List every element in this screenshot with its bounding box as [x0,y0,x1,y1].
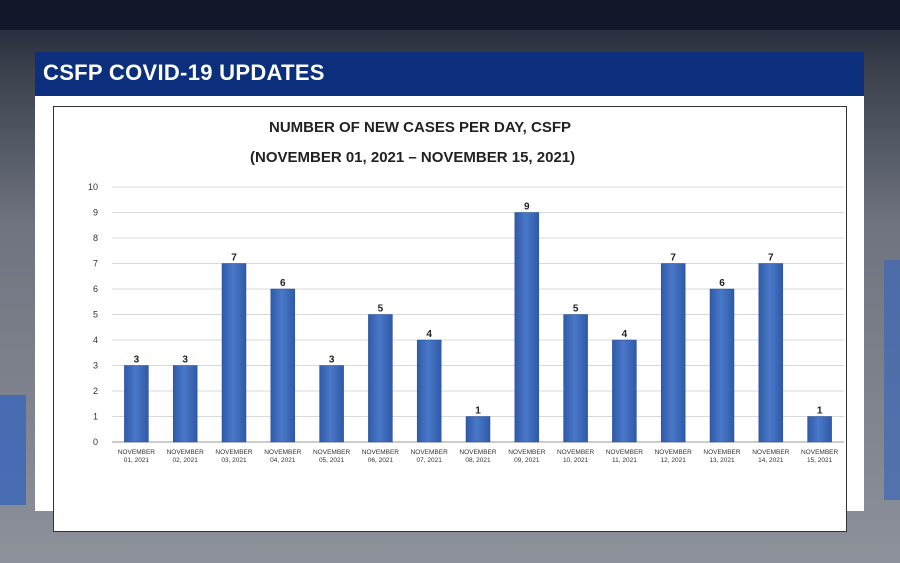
x-tick-label: NOVEMBER [557,449,595,456]
y-tick-label: 6 [93,284,98,294]
y-tick-label: 8 [93,233,98,243]
x-tick-label: NOVEMBER [167,449,205,456]
data-label: 1 [475,406,481,417]
bar [807,416,832,443]
x-tick-label: NOVEMBER [215,449,253,456]
data-label: 6 [280,278,286,289]
bar [319,365,344,443]
bar [172,365,198,443]
x-tick-label: 12, 2021 [661,457,687,464]
data-label: 3 [329,355,335,366]
x-tick-label: NOVEMBER [655,449,693,456]
bar [660,263,686,443]
chart-title: NUMBER OF NEW CASES PER DAY, CSFP [269,119,571,136]
x-tick-label: 13, 2021 [709,457,735,464]
x-tick-label: NOVEMBER [752,449,790,456]
x-tick-label: NOVEMBER [313,449,351,456]
x-tick-label: 01, 2021 [124,457,150,464]
x-tick-label: 09, 2021 [514,457,540,464]
background-decoration [0,395,26,505]
background-decoration [884,260,900,500]
y-tick-label: 9 [93,208,98,218]
data-label: 4 [622,329,628,340]
x-tick-label: NOVEMBER [606,449,644,456]
bar-chart: NUMBER OF NEW CASES PER DAY, CSFP (NOVEM… [88,119,844,464]
bar [709,288,735,443]
page-title: CSFP COVID-19 UPDATES [43,60,325,85]
x-tick-label: 02, 2021 [173,457,199,464]
bar [416,339,442,443]
chart-subtitle: (NOVEMBER 01, 2021 – NOVEMBER 15, 2021) [250,149,575,166]
data-label: 1 [817,406,823,417]
y-tick-label: 3 [93,361,98,371]
x-tick-label: 08, 2021 [465,457,491,464]
bar [758,263,784,443]
x-tick-label: 07, 2021 [417,457,443,464]
chart-frame: NUMBER OF NEW CASES PER DAY, CSFP (NOVEM… [53,106,847,532]
x-tick-label: 06, 2021 [368,457,394,464]
x-tick-label: NOVEMBER [118,449,156,456]
x-tick-label: NOVEMBER [801,449,839,456]
bar [124,365,149,443]
data-label: 4 [426,329,432,340]
bar [465,416,491,443]
x-tick-label: NOVEMBER [362,449,400,456]
bar [563,314,588,443]
y-tick-label: 4 [93,335,98,345]
data-label: 7 [670,253,676,264]
data-label: 3 [134,355,140,366]
data-label: 7 [768,253,774,264]
data-label: 7 [231,253,237,264]
data-label: 5 [573,304,579,315]
background-band [0,0,900,30]
updates-card: CSFP COVID-19 UPDATES NUMBER OF NEW CASE… [35,52,864,532]
y-tick-label: 2 [93,386,98,396]
x-tick-label: NOVEMBER [411,449,449,456]
x-tick-label: 04, 2021 [270,457,296,464]
bar [368,314,393,443]
x-tick-label: 11, 2021 [612,457,637,464]
y-tick-label: 1 [93,412,98,422]
y-tick-label: 7 [93,259,98,269]
x-tick-label: NOVEMBER [459,449,497,456]
x-tick-label: NOVEMBER [703,449,741,456]
y-tick-label: 0 [93,437,98,447]
bar [612,339,637,443]
x-tick-label: NOVEMBER [264,449,302,456]
x-tick-label: NOVEMBER [508,449,546,456]
data-label: 3 [182,355,188,366]
x-tick-label: 10, 2021 [563,457,589,464]
bar [514,212,540,443]
data-label: 9 [524,202,530,213]
x-tick-label: 05, 2021 [319,457,345,464]
bar [221,263,247,443]
data-label: 5 [378,304,384,315]
x-tick-label: 14, 2021 [758,457,784,464]
x-tick-label: 03, 2021 [221,457,247,464]
card-header: CSFP COVID-19 UPDATES [35,52,864,96]
y-tick-label: 5 [93,310,98,320]
data-label: 6 [719,278,725,289]
x-tick-label: 15, 2021 [807,457,833,464]
bar [270,288,296,443]
y-tick-label: 10 [88,182,98,192]
